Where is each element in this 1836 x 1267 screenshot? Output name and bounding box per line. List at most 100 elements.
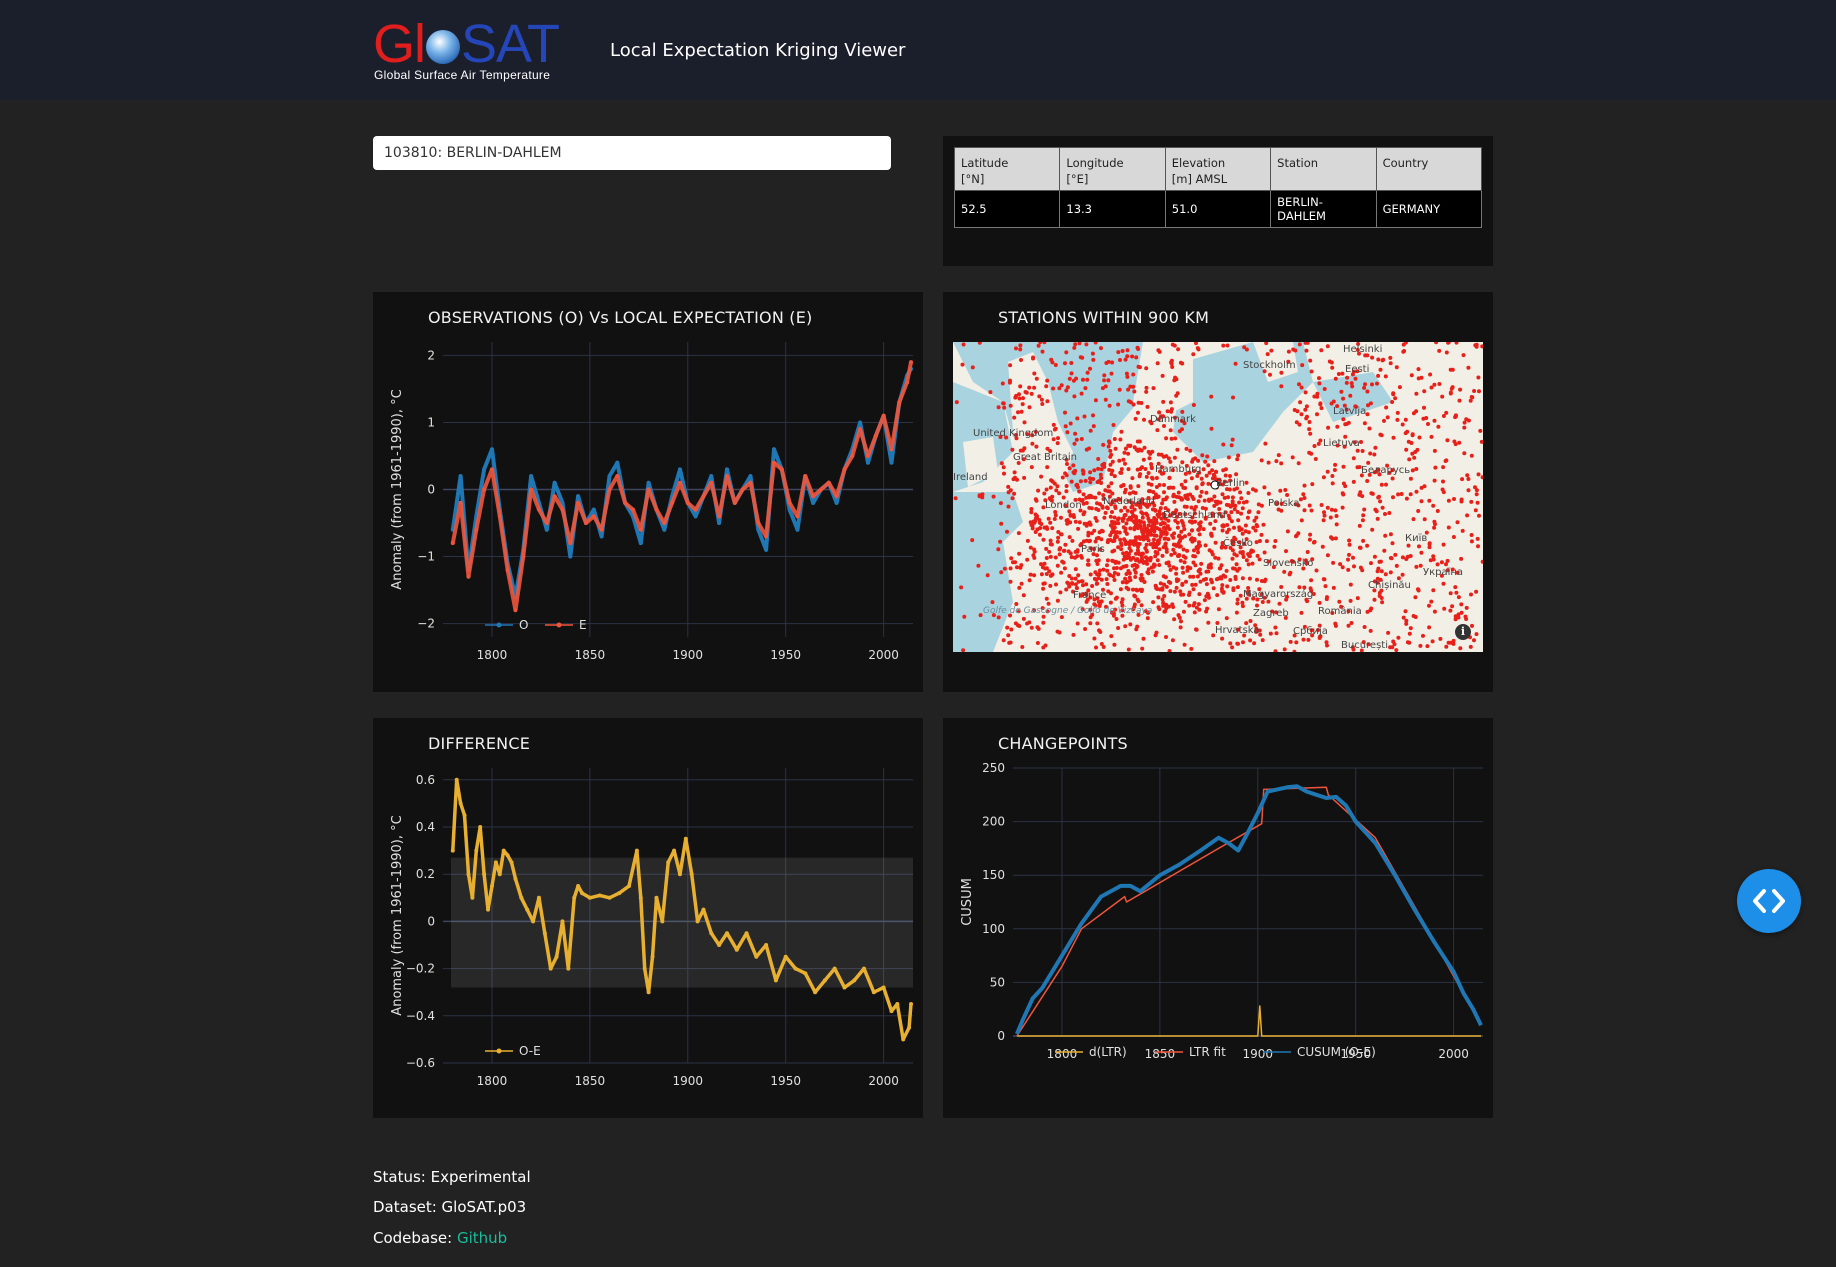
station-dot [1462, 451, 1467, 456]
station-dot [1051, 437, 1056, 442]
map-place-label: București [1341, 640, 1388, 651]
station-dot [1372, 588, 1377, 593]
station-dot [1303, 342, 1308, 345]
code-toggle-button[interactable] [1737, 869, 1801, 933]
station-dot [1071, 513, 1076, 518]
station-dot [1072, 471, 1077, 476]
station-dot [1436, 424, 1441, 429]
station-dot [1041, 537, 1046, 542]
station-dot [1141, 537, 1146, 542]
station-dot [1385, 463, 1390, 468]
station-dot [1126, 517, 1131, 522]
station-dot [1262, 550, 1267, 555]
station-dot [996, 547, 1001, 552]
station-dot [1346, 557, 1350, 562]
station-dot [1042, 491, 1047, 496]
station-dot [1045, 399, 1050, 404]
station-dot [1048, 449, 1053, 453]
station-dot [1251, 525, 1256, 530]
station-dot [1066, 581, 1071, 586]
station-dot [1312, 539, 1317, 544]
data-point [599, 534, 604, 539]
station-dot [1016, 410, 1020, 415]
station-dot [1480, 344, 1483, 349]
station-dot [1338, 562, 1343, 567]
station-dot [1473, 343, 1478, 348]
station-dot [1296, 461, 1301, 466]
station-dot [1177, 553, 1182, 557]
station-dot [1198, 579, 1203, 584]
data-point [822, 978, 827, 983]
station-dot [1448, 391, 1453, 396]
station-dot [1404, 618, 1409, 623]
github-link[interactable]: Github [456, 1229, 508, 1247]
station-dot [1007, 640, 1012, 645]
station-dot [1201, 527, 1206, 532]
station-dot [1147, 456, 1152, 461]
station-dot [1385, 415, 1390, 420]
station-dot [1032, 547, 1037, 552]
station-dot [1432, 609, 1437, 614]
station-dot [1212, 526, 1217, 531]
station-dot [1365, 543, 1370, 548]
station-dot [1465, 473, 1470, 478]
station-dot [1029, 465, 1034, 470]
station-dot [1308, 431, 1313, 436]
station-dot [1193, 582, 1198, 587]
data-point [521, 554, 526, 559]
station-dot [1268, 631, 1273, 636]
station-dot [1414, 467, 1419, 471]
station-dot [1043, 498, 1048, 503]
station-dropdown[interactable]: 103810: BERLIN-DAHLEM [373, 136, 891, 170]
stations-map[interactable]: Helsinki Stockholm Eesti Latvija Lietuva Danm… [953, 342, 1483, 652]
cp-chart[interactable]: 1800 1850 1900 1950 2000050100150200250CUSUM… [943, 718, 1493, 1118]
station-dot [1221, 442, 1226, 447]
station-dot [1159, 516, 1164, 521]
station-dot [1377, 594, 1382, 598]
station-dot [1032, 385, 1037, 390]
station-dot [1039, 397, 1044, 402]
info-icon[interactable]: i [1455, 624, 1471, 640]
station-dot [1044, 596, 1049, 601]
station-dot [1310, 557, 1315, 562]
station-dot [1419, 375, 1424, 380]
diff-chart[interactable]: 1800 1850 1900 1950 2000−0.6−0.4−0.200.20.40… [373, 718, 923, 1118]
data-point [462, 813, 467, 818]
station-dot [1376, 357, 1381, 362]
station-dot [959, 585, 964, 590]
station-dot [1409, 373, 1414, 378]
station-dot [1165, 409, 1170, 414]
y-tick-label: −0.2 [406, 962, 435, 976]
station-dot [1194, 605, 1199, 610]
station-dot [1116, 572, 1121, 577]
station-dot [1250, 561, 1255, 566]
station-dot [1464, 617, 1469, 621]
station-dot [1141, 457, 1146, 462]
station-dot [1144, 548, 1149, 553]
data-point [732, 500, 737, 505]
station-dot [1375, 516, 1380, 521]
data-point [724, 467, 729, 472]
station-dot [1160, 501, 1165, 506]
glosat-logo[interactable]: Gl SAT Global Surface Air Temperature [373, 17, 573, 86]
station-dot [1391, 495, 1395, 500]
station-dot [1052, 517, 1057, 521]
station-dot [1309, 451, 1314, 456]
station-dot [1469, 533, 1474, 537]
station-dot [1021, 396, 1025, 401]
station-dot [1145, 529, 1150, 534]
station-dot [1335, 404, 1340, 409]
station-dot [1464, 605, 1469, 610]
station-dot [1241, 555, 1246, 559]
station-dot [1235, 585, 1240, 590]
station-dot [1241, 500, 1246, 505]
station-dot [1167, 475, 1172, 480]
series-line-o-e [451, 778, 913, 1042]
station-dot [1012, 470, 1017, 475]
station-dot [1196, 550, 1200, 555]
station-dot [1413, 595, 1418, 600]
station-dot [1414, 409, 1419, 414]
station-dot [1396, 635, 1401, 640]
y-tick-label: 0 [427, 914, 435, 928]
